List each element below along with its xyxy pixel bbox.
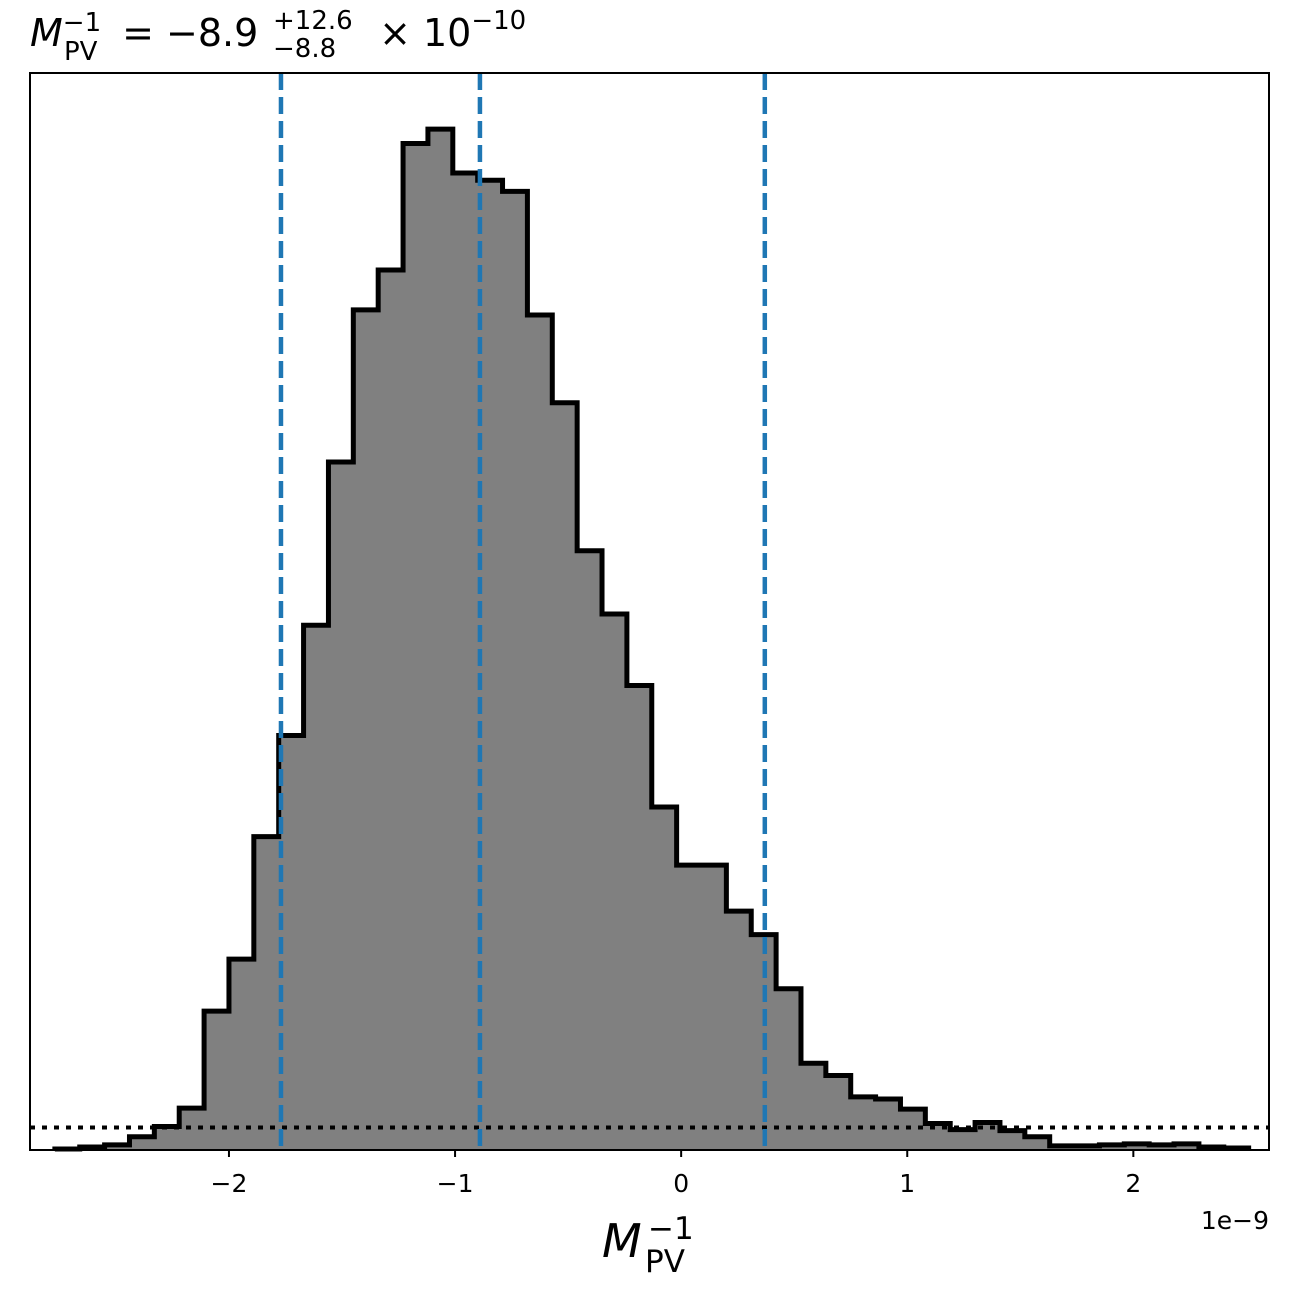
title-symbol-sub: PV <box>64 37 98 67</box>
title-symbol: M <box>30 11 63 55</box>
chart-title: M−1 PV = −8.9 +12.6 −8.8 × 10−10 <box>30 6 526 67</box>
xlabel-symbol: M <box>602 1214 642 1268</box>
histogram-bar-12 <box>353 309 379 1151</box>
histogram-bar-42 <box>1099 1144 1125 1150</box>
x-tick-label-2: 0 <box>673 1169 689 1198</box>
histogram-bar-32 <box>850 1096 877 1150</box>
histogram-bar-14 <box>403 143 429 1150</box>
histogram-bar-18 <box>502 191 529 1151</box>
x-tick-label-3: 1 <box>899 1169 915 1198</box>
title-minus-err: −8.8 <box>273 34 336 64</box>
histogram-bar-34 <box>900 1109 926 1150</box>
histogram-bar-15 <box>427 129 454 1150</box>
histogram-bar-25 <box>676 865 703 1150</box>
title-times: × 10 <box>367 11 471 55</box>
plot-area: −2 −1 0 1 2 <box>29 72 1270 1198</box>
x-offset-label: 1e−9 <box>1201 1206 1269 1235</box>
histogram-bar-43 <box>1124 1143 1150 1150</box>
histogram-bar-29 <box>776 988 802 1150</box>
x-tick-label-0: −2 <box>211 1169 248 1198</box>
axes-frame <box>29 72 1270 1151</box>
histogram-bar-4 <box>154 1126 180 1150</box>
histogram-bar-36 <box>950 1129 976 1150</box>
histogram-bar-38 <box>999 1130 1026 1150</box>
histogram-bar-33 <box>875 1098 902 1150</box>
histogram-bar-26 <box>701 865 727 1150</box>
x-tick-label-4: 2 <box>1125 1169 1141 1198</box>
histogram-bar-24 <box>651 806 678 1150</box>
histogram-bar-21 <box>577 550 603 1150</box>
histogram-outline <box>52 126 1252 1152</box>
histogram-bar-39 <box>1024 1136 1051 1150</box>
histogram-bar-16 <box>452 173 479 1151</box>
title-value: −8.9 <box>166 11 258 55</box>
histogram-bar-20 <box>552 402 578 1150</box>
histogram-bar-3 <box>129 1136 155 1150</box>
x-tick-label-1: −1 <box>437 1169 474 1198</box>
histogram-bar-10 <box>303 625 330 1150</box>
xlabel-sub: PV <box>645 1244 685 1280</box>
histogram-bar-22 <box>602 614 628 1150</box>
x-axis-label: M −1 PV <box>602 1211 694 1280</box>
histogram-bar-7 <box>228 959 255 1150</box>
histogram-bar-44 <box>1149 1144 1175 1150</box>
histogram-bar-31 <box>825 1075 852 1150</box>
title-symbol-sup: −1 <box>63 8 101 38</box>
histogram-bar-19 <box>527 314 553 1150</box>
histogram-bar-23 <box>626 685 653 1150</box>
histogram-bar-11 <box>328 461 354 1150</box>
histogram-bar-8 <box>253 836 280 1150</box>
title-equals: = <box>110 11 166 55</box>
histogram-bar-13 <box>378 270 404 1150</box>
histogram-bar-2 <box>104 1144 131 1150</box>
xlabel-sup: −1 <box>648 1211 694 1247</box>
histogram-bar-30 <box>800 1063 827 1150</box>
title-exponent: −10 <box>471 6 526 36</box>
title-plus-err: +12.6 <box>273 6 353 36</box>
histogram-bar-45 <box>1174 1143 1200 1150</box>
histogram-bar-27 <box>726 911 752 1150</box>
